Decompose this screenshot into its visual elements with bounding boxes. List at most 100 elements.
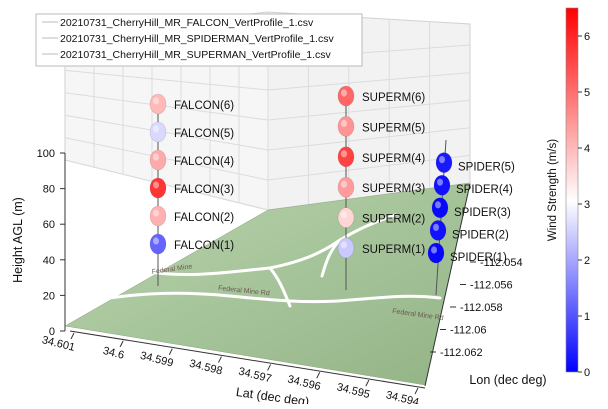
colorbar-tick-label: 1 bbox=[584, 311, 590, 323]
data-point bbox=[149, 205, 167, 227]
data-label: FALCON(5) bbox=[174, 128, 234, 140]
data-point bbox=[431, 197, 449, 219]
data-point-highlight bbox=[341, 89, 347, 97]
x-axis-tick bbox=[414, 387, 419, 395]
data-point-highlight bbox=[341, 241, 347, 249]
z-tick-label: 80 bbox=[43, 184, 55, 196]
x-tick-label: 34.599 bbox=[139, 350, 175, 370]
data-point-highlight bbox=[153, 209, 159, 217]
colorbar-tick-label: 4 bbox=[584, 143, 590, 155]
x-axis-tick bbox=[267, 364, 272, 371]
grid-line bbox=[64, 159, 269, 211]
terrain-roads bbox=[108, 213, 442, 308]
data-point-highlight bbox=[153, 181, 159, 189]
x-axis-tick bbox=[70, 332, 75, 340]
data-point bbox=[149, 177, 167, 199]
y-axis-label: Lon (dec deg) bbox=[469, 373, 546, 387]
data-label: SPIDER(4) bbox=[456, 184, 513, 196]
grid-line bbox=[64, 69, 269, 91]
z-tick-label: 20 bbox=[43, 290, 55, 302]
data-label: FALCON(1) bbox=[174, 240, 234, 252]
data-label: SPIDER(5) bbox=[458, 162, 515, 174]
grid-line bbox=[64, 137, 269, 181]
z-tick-label: 100 bbox=[37, 148, 55, 160]
legend-entry: 20210731_CherryHill_MR_SPIDERMAN_VertPro… bbox=[60, 33, 334, 45]
grid-line bbox=[64, 114, 269, 151]
data-point-highlight bbox=[435, 201, 441, 209]
data-point-highlight bbox=[341, 119, 347, 127]
data-label: SPIDER(2) bbox=[452, 229, 509, 241]
x-tick-label: 34.596 bbox=[286, 373, 322, 393]
data-point-highlight bbox=[439, 156, 445, 164]
x-axis-tick bbox=[316, 372, 321, 379]
data-label: SUPERM(1) bbox=[362, 244, 425, 256]
x-tick-label: 34.594 bbox=[385, 389, 421, 404]
terrain-map bbox=[64, 182, 471, 386]
colorbar bbox=[565, 7, 579, 373]
data-label: SPIDER(1) bbox=[450, 252, 507, 264]
colorbar-tick-label: 2 bbox=[584, 255, 590, 267]
data-point bbox=[149, 93, 167, 115]
legend-entry: 20210731_CherryHill_MR_FALCON_VertProfil… bbox=[60, 17, 314, 29]
data-point bbox=[337, 237, 355, 259]
data-point bbox=[149, 121, 167, 143]
data-label: FALCON(2) bbox=[174, 212, 234, 224]
x-axis-tick bbox=[168, 348, 173, 355]
grid-line bbox=[267, 154, 471, 181]
y-tick-label: -112.056 bbox=[470, 280, 513, 292]
data-label: FALCON(6) bbox=[174, 100, 234, 112]
x-tick-label: 34.595 bbox=[335, 381, 371, 401]
z-tick-label: 60 bbox=[43, 219, 55, 231]
data-label: SUPERM(2) bbox=[362, 214, 425, 226]
z-tick-label: 40 bbox=[43, 255, 55, 267]
x-tick-label: 34.601 bbox=[41, 334, 77, 354]
colorbar-tick-label: 3 bbox=[584, 199, 590, 211]
legend-box bbox=[35, 13, 363, 67]
x-axis-tick bbox=[365, 379, 370, 387]
grid-line bbox=[267, 72, 471, 91]
colorbar-tick-label: 6 bbox=[584, 31, 590, 43]
x-axis-tick bbox=[119, 340, 124, 348]
data-point-highlight bbox=[153, 153, 159, 161]
data-point bbox=[337, 116, 355, 137]
data-point-highlight bbox=[437, 178, 443, 186]
data-point bbox=[433, 174, 451, 196]
legend-entry: 20210731_CherryHill_MR_SUPERMAN_VertProf… bbox=[60, 49, 332, 61]
data-point bbox=[337, 85, 355, 107]
data-point-highlight bbox=[341, 150, 347, 158]
data-point-highlight bbox=[433, 223, 439, 231]
grid-line bbox=[64, 92, 269, 121]
y-tick-label: -112.054 bbox=[480, 257, 523, 269]
data-point bbox=[429, 220, 447, 241]
data-point bbox=[149, 233, 167, 255]
x-tick-label: 34.598 bbox=[188, 358, 224, 378]
data-point bbox=[337, 207, 355, 228]
data-label: SUPERM(4) bbox=[362, 153, 425, 165]
data-point-highlight bbox=[153, 97, 159, 105]
data-point bbox=[435, 152, 453, 173]
data-label: SPIDER(3) bbox=[454, 207, 511, 219]
colorbar-tick-label: 0 bbox=[584, 367, 590, 379]
x-axis-tick bbox=[217, 356, 222, 363]
data-point bbox=[337, 176, 355, 198]
data-point-highlight bbox=[341, 180, 347, 188]
data-label: FALCON(3) bbox=[174, 184, 234, 196]
data-label: SUPERM(5) bbox=[362, 122, 425, 134]
grid-line bbox=[267, 127, 471, 151]
z-tick-label: 0 bbox=[49, 326, 55, 338]
grid-lines bbox=[64, 12, 471, 211]
data-point bbox=[337, 146, 355, 168]
y-tick-label: -112.06 bbox=[450, 325, 487, 337]
colorbar-tick-label: 5 bbox=[584, 87, 590, 99]
data-label: FALCON(4) bbox=[174, 156, 234, 168]
data-point-highlight bbox=[431, 246, 437, 254]
data-label: SUPERM(3) bbox=[362, 183, 425, 195]
y-tick-label: -112.058 bbox=[460, 302, 503, 314]
data-point-highlight bbox=[341, 211, 347, 219]
z-axis-label: Height AGL (m) bbox=[11, 197, 25, 283]
data-label: SUPERM(6) bbox=[362, 92, 425, 104]
y-tick-label: -112.062 bbox=[440, 347, 483, 359]
grid-line bbox=[267, 99, 471, 121]
x-tick-label: 34.597 bbox=[237, 366, 273, 386]
